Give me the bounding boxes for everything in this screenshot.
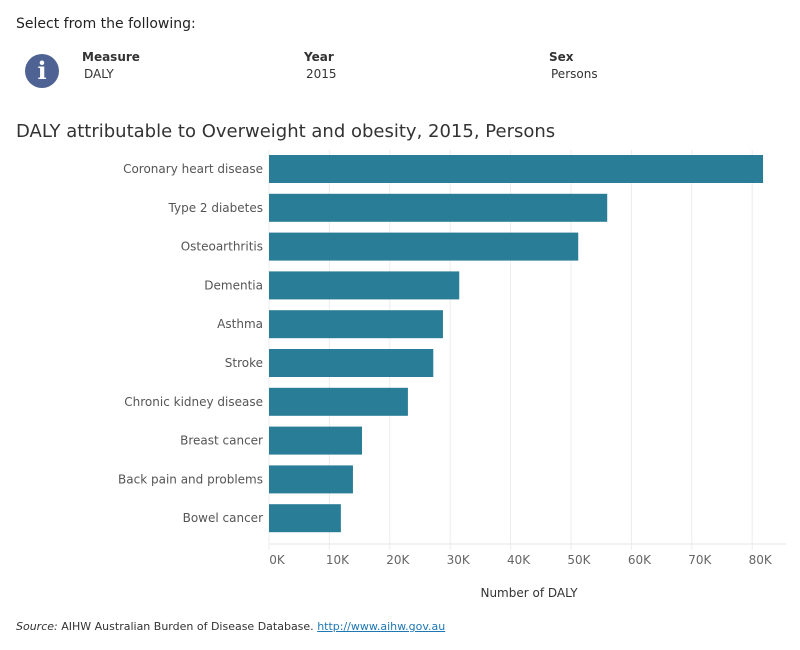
y-category-label: Asthma <box>217 317 263 331</box>
source-link[interactable]: http://www.aihw.gov.au <box>317 620 446 633</box>
filter-measure-label: Measure <box>82 50 140 64</box>
bar <box>269 349 434 377</box>
x-tick-label: 20K <box>386 553 410 567</box>
x-tick-label: 60K <box>628 553 652 567</box>
bar <box>269 504 341 533</box>
bar-chart: 0K 10K 20K 30K 40K 50K 60K 70K 80K Coronary heart… <box>118 150 786 600</box>
y-category-label: Dementia <box>204 278 263 292</box>
source-label: Source: <box>16 620 58 633</box>
bar <box>269 387 408 416</box>
bar <box>269 232 579 261</box>
bar <box>269 310 443 339</box>
x-tick-label: 50K <box>567 553 591 567</box>
filter-sex-label: Sex <box>549 50 574 64</box>
y-category-label: Chronic kidney disease <box>124 395 263 409</box>
bar <box>269 155 764 183</box>
x-tick-label: 40K <box>507 553 531 567</box>
y-category-label: Breast cancer <box>180 434 263 448</box>
info-icon[interactable]: i <box>25 54 59 88</box>
filter-year-value[interactable]: 2015 <box>306 67 337 81</box>
filter-year-label: Year <box>304 50 334 64</box>
chart-title: DALY attributable to Overweight and obes… <box>16 121 556 142</box>
bar <box>269 193 608 222</box>
source-text: AIHW Australian Burden of Disease Databa… <box>61 620 314 633</box>
x-tick-label: 0K <box>269 553 286 567</box>
bar <box>269 426 363 455</box>
y-category-label: Type 2 diabetes <box>168 201 263 215</box>
x-tick-label: 30K <box>447 553 471 567</box>
y-category-label: Stroke <box>225 356 263 370</box>
x-axis-title: Number of DALY <box>480 586 578 600</box>
select-prompt: Select from the following: <box>16 16 196 32</box>
y-category-label: Coronary heart disease <box>123 162 263 176</box>
x-tick-label: 70K <box>688 553 712 567</box>
x-tick-label: 80K <box>749 553 773 567</box>
y-category-label: Bowel cancer <box>183 511 263 525</box>
filter-sex-value[interactable]: Persons <box>551 67 598 81</box>
x-tick-label: 10K <box>326 553 350 567</box>
filter-measure-value[interactable]: DALY <box>84 67 114 81</box>
bar <box>269 465 353 494</box>
y-category-label: Back pain and problems <box>118 472 263 486</box>
y-category-label: Osteoarthritis <box>181 240 263 254</box>
bar <box>269 271 460 300</box>
source-note: Source: AIHW Australian Burden of Diseas… <box>16 620 445 633</box>
